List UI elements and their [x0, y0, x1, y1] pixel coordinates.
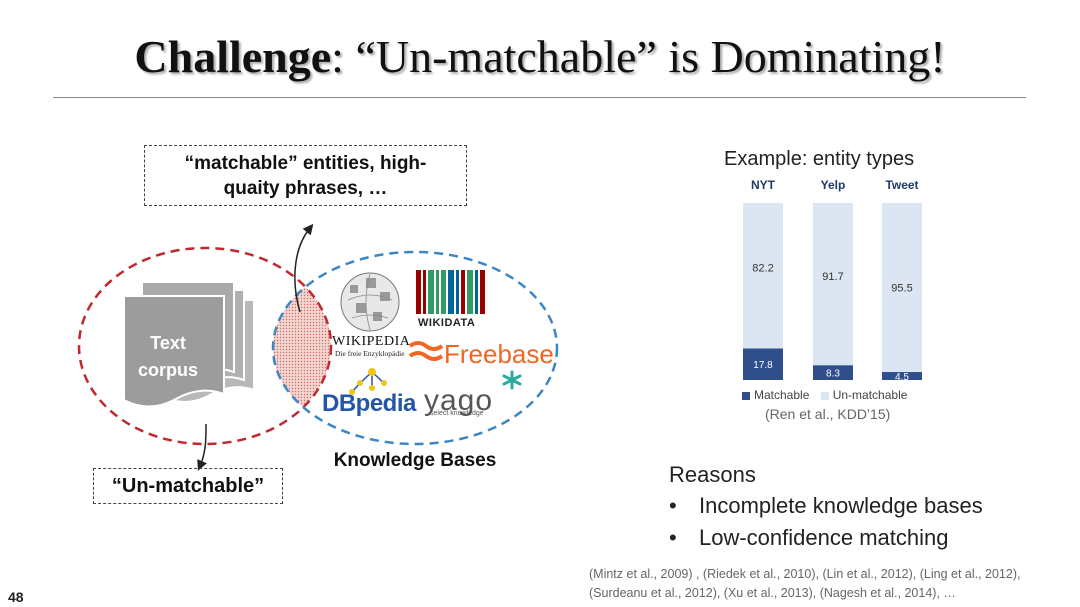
matchable-line1: “matchable” entities, high-	[184, 153, 427, 174]
text-corpus-label: Text corpus	[125, 330, 211, 384]
bar-unmatchable	[743, 203, 783, 349]
freebase-wave-icon	[408, 341, 444, 361]
value-label-matchable: 8.3	[826, 369, 840, 380]
value-label-unmatchable: 95.5	[891, 283, 912, 295]
document-stack-icon	[123, 281, 255, 408]
references-line2: (Surdeanu et al., 2012), (Xu et al., 201…	[589, 586, 956, 600]
reasons-heading: Reasons	[669, 462, 756, 487]
reason-text: Low-confidence matching	[699, 525, 949, 550]
page-number: 48	[8, 589, 24, 605]
reason-text: Incomplete knowledge bases	[699, 493, 983, 518]
yago-star-icon	[502, 370, 522, 390]
corpus-circle	[77, 246, 333, 446]
reason-item: • Incomplete knowledge bases	[669, 493, 983, 519]
freebase-logo-text: Freebase	[444, 339, 554, 369]
dbpedia-network-icon	[349, 368, 387, 395]
category-label: NYT	[751, 178, 776, 192]
text-corpus-line2: corpus	[137, 360, 198, 380]
yago-logo-subtitle: select knowledge	[430, 410, 484, 417]
legend-label-matchable: Matchable	[754, 388, 810, 402]
legend-label-unmatchable: Un-matchable	[832, 388, 908, 402]
wikipedia-globe-icon	[340, 272, 400, 332]
stacked-bar-chart: NYT 82.2 17.8 Yelp 91.7 8.3 Tweet 95.5 4.5	[743, 178, 922, 383]
category-label: Yelp	[821, 178, 846, 192]
bullet: •	[669, 525, 677, 550]
bar-matchable	[882, 372, 922, 380]
wikipedia-logo-text: WIKIPEDIA	[332, 334, 411, 349]
wikidata-logo-text: WIKIDATA	[418, 317, 476, 329]
bar-matchable	[813, 365, 853, 380]
title-rest: : “Un-matchable” is Dominating!	[331, 31, 946, 82]
chart-citation: (Ren et al., KDD’15)	[765, 406, 891, 422]
bar-matchable	[743, 348, 783, 380]
text-corpus-line1: Text	[150, 333, 186, 353]
value-label-unmatchable: 91.7	[822, 271, 843, 283]
matchable-entities-box: “matchable” entities, high- quaity phras…	[144, 145, 467, 206]
slide-title: Challenge: “Un-matchable” is Dominating!	[0, 30, 1080, 83]
matchable-line2: quaity phrases, …	[223, 178, 388, 199]
chart-title: Example: entity types	[724, 148, 915, 170]
unmatchable-box: “Un-matchable”	[93, 468, 283, 504]
arrow-up	[294, 223, 314, 313]
value-label-matchable: 4.5	[895, 372, 909, 383]
references-line1: (Mintz et al., 2009) , (Riedek et al., 2…	[589, 567, 1021, 581]
category-label: Tweet	[885, 178, 918, 192]
bullet: •	[669, 493, 677, 518]
value-label-matchable: 17.8	[753, 360, 773, 371]
chart-legend: Matchable Un-matchable	[742, 388, 907, 402]
reason-item: • Low-confidence matching	[669, 525, 948, 551]
title-bold: Challenge	[134, 31, 332, 82]
yago-logo-text: yago	[424, 384, 494, 417]
kb-circle	[271, 250, 559, 446]
knowledge-bases-label: Knowledge Bases	[333, 450, 497, 471]
title-divider	[53, 97, 1026, 98]
legend-swatch-matchable	[742, 391, 750, 400]
legend-swatch-unmatchable	[820, 391, 829, 400]
value-label-unmatchable: 82.2	[752, 263, 773, 275]
wikipedia-logo-subtitle: Die freie Enzyklopädie	[335, 349, 405, 358]
wikidata-barcode-icon	[416, 270, 485, 314]
arrow-down	[197, 423, 207, 471]
bar-unmatchable	[882, 203, 922, 373]
bar-unmatchable	[813, 203, 853, 366]
dbpedia-logo-text: DBpedia	[322, 390, 416, 417]
